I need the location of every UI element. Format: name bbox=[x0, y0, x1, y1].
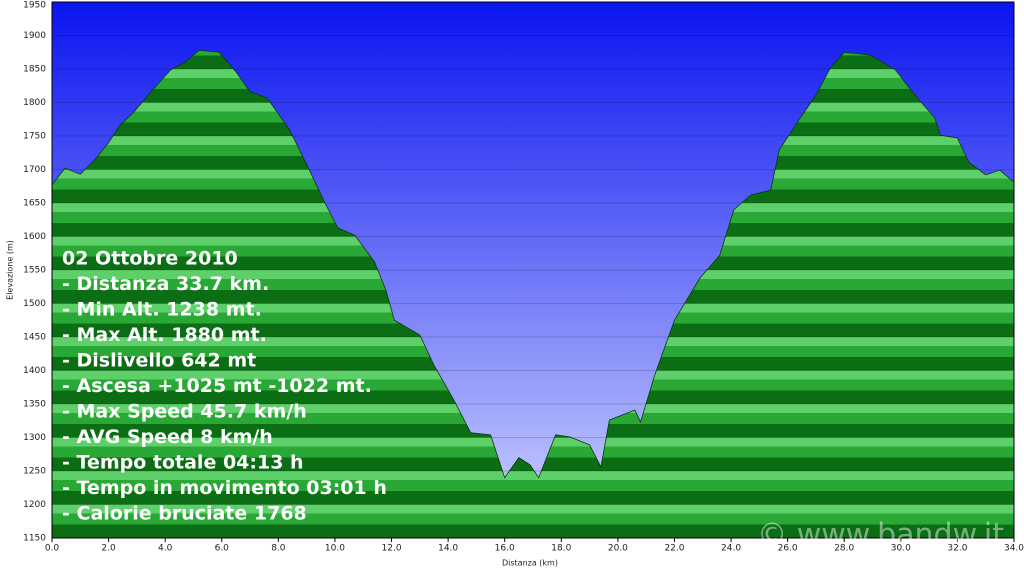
y-tick-label: 1750 bbox=[23, 132, 46, 142]
x-axis-label: Distanza (km) bbox=[502, 559, 558, 568]
annotation: - Min Alt. 1238 mt. bbox=[62, 299, 262, 321]
elevation-area bbox=[51, 49, 1015, 539]
annotation: - Max Speed 45.7 km/h bbox=[62, 401, 307, 423]
annotation: - Tempo in movimento 03:01 h bbox=[62, 477, 387, 499]
y-tick-label: 1800 bbox=[23, 98, 46, 108]
y-tick-label: 1650 bbox=[23, 199, 46, 209]
x-tick-label: 32.0 bbox=[947, 544, 967, 554]
x-tick-label: 18.0 bbox=[551, 544, 571, 554]
y-tick-label: 1500 bbox=[23, 299, 46, 309]
x-tick-label: 12.0 bbox=[382, 544, 402, 554]
y-axis-label: Elevazione (m) bbox=[6, 240, 15, 300]
x-tick-label: 24.0 bbox=[721, 544, 741, 554]
watermark: © www.bandw.it bbox=[757, 518, 1004, 553]
y-tick-label: 1350 bbox=[23, 400, 46, 410]
x-tick-label: 34.0 bbox=[1004, 544, 1024, 554]
annotation: - Distanza 33.7 km. bbox=[62, 273, 269, 295]
x-tick-label: 4.0 bbox=[158, 544, 173, 554]
annotation: 02 Ottobre 2010 bbox=[62, 248, 238, 270]
x-tick-label: 26.0 bbox=[778, 544, 798, 554]
annotation: - Calorie bruciate 1768 bbox=[62, 503, 307, 525]
x-tick-label: 8.0 bbox=[271, 544, 286, 554]
annotation: - Tempo totale 04:13 h bbox=[62, 452, 304, 474]
x-tick-label: 22.0 bbox=[664, 544, 684, 554]
y-tick-label: 1250 bbox=[23, 467, 46, 477]
y-tick-label: 1900 bbox=[23, 31, 46, 41]
y-tick-label: 1600 bbox=[23, 232, 46, 242]
y-tick-label: 1200 bbox=[23, 500, 46, 510]
x-tick-label: 28.0 bbox=[834, 544, 854, 554]
annotation: - Max Alt. 1880 mt. bbox=[62, 324, 267, 346]
y-tick-label: 1450 bbox=[23, 333, 46, 343]
y-tick-label: 1300 bbox=[23, 433, 46, 443]
x-tick-label: 0.0 bbox=[45, 544, 60, 554]
y-tick-label: 1400 bbox=[23, 366, 46, 376]
y-tick-label: 1950 bbox=[23, 1, 46, 11]
annotation: - Ascesa +1025 mt -1022 mt. bbox=[62, 375, 372, 397]
x-tick-label: 16.0 bbox=[495, 544, 515, 554]
y-tick-label: 1700 bbox=[23, 165, 46, 175]
y-tick-label: 1850 bbox=[23, 65, 46, 75]
x-tick-label: 6.0 bbox=[215, 544, 230, 554]
plot-frame bbox=[51, 1, 1015, 539]
y-tick-label: 1150 bbox=[23, 534, 46, 544]
x-tick-label: 14.0 bbox=[438, 544, 458, 554]
x-tick-label: 10.0 bbox=[325, 544, 345, 554]
x-tick-label: 30.0 bbox=[891, 544, 911, 554]
annotation: - AVG Speed 8 km/h bbox=[62, 426, 273, 448]
annotation: - Dislivello 642 mt bbox=[62, 350, 256, 372]
x-tick-label: 2.0 bbox=[101, 544, 116, 554]
y-tick-label: 1550 bbox=[23, 266, 46, 276]
x-tick-label: 20.0 bbox=[608, 544, 628, 554]
